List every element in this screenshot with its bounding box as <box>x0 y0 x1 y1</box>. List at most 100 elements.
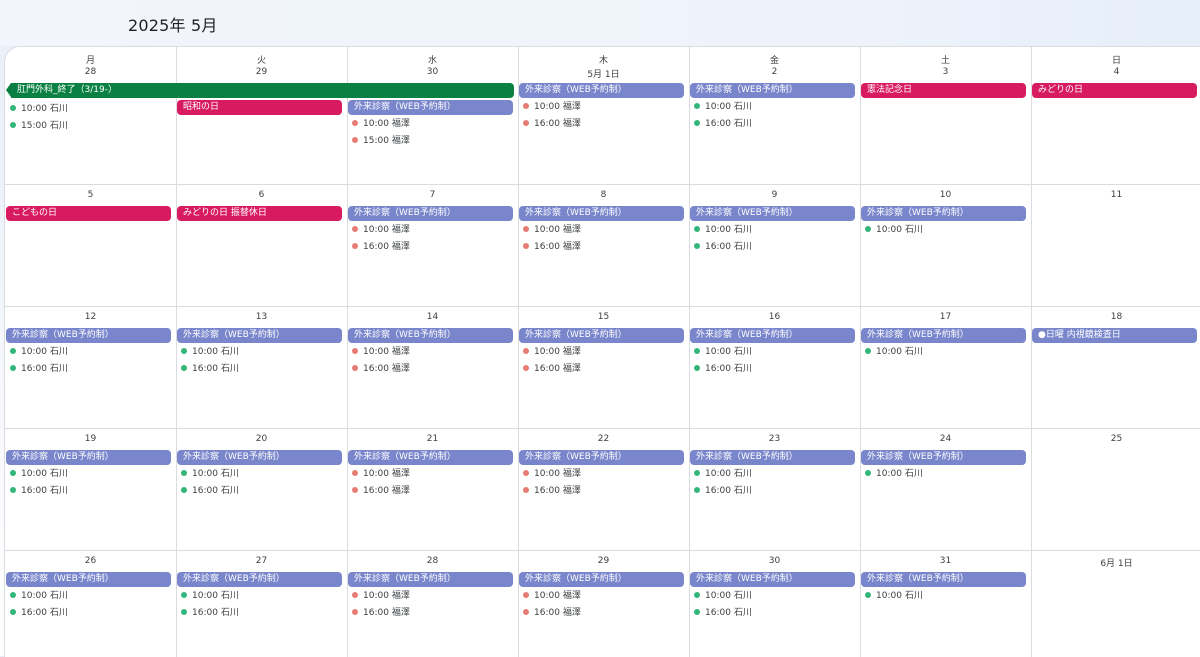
timed-event[interactable]: 10:00 石川 <box>865 590 923 602</box>
timed-event[interactable]: 10:00 石川 <box>694 468 752 480</box>
day-number[interactable]: 5月 1日 <box>518 67 689 80</box>
timed-event[interactable]: 10:00 石川 <box>694 101 752 113</box>
day-number[interactable]: 6 <box>176 190 347 200</box>
day-number[interactable]: 8 <box>518 190 689 200</box>
timed-event[interactable]: 10:00 福澤 <box>523 468 581 480</box>
event-chip[interactable]: 外来診察（WEB予約制） <box>348 100 513 115</box>
event-chip[interactable]: こどもの日 <box>6 206 171 221</box>
event-chip[interactable]: 外来診察（WEB予約制） <box>348 572 513 587</box>
day-number[interactable]: 23 <box>689 434 860 444</box>
event-chip[interactable]: 外来診察（WEB予約制） <box>177 328 342 343</box>
day-number[interactable]: 19 <box>5 434 176 444</box>
event-chip[interactable]: 外来診察（WEB予約制） <box>177 450 342 465</box>
timed-event[interactable]: 16:00 福澤 <box>523 363 581 375</box>
event-chip[interactable]: 外来診察（WEB予約制） <box>519 206 684 221</box>
event-chip[interactable]: 外来診察（WEB予約制） <box>861 450 1026 465</box>
event-chip[interactable]: 外来診察（WEB予約制） <box>690 83 855 98</box>
event-chip[interactable]: みどりの日 <box>1032 83 1197 98</box>
day-number[interactable]: 30 <box>689 556 860 566</box>
day-cell[interactable] <box>5 184 176 306</box>
timed-event[interactable]: 10:00 福澤 <box>523 224 581 236</box>
timed-event[interactable]: 10:00 石川 <box>865 346 923 358</box>
day-number[interactable]: 12 <box>5 312 176 322</box>
timed-event[interactable]: 16:00 福澤 <box>523 485 581 497</box>
timed-event[interactable]: 10:00 石川 <box>181 468 239 480</box>
day-cell[interactable] <box>860 306 1031 428</box>
timed-event[interactable]: 16:00 石川 <box>694 485 752 497</box>
day-number[interactable]: 28 <box>347 556 518 566</box>
day-number[interactable]: 2 <box>689 67 860 77</box>
timed-event[interactable]: 16:00 福澤 <box>523 118 581 130</box>
timed-event[interactable]: 16:00 石川 <box>181 485 239 497</box>
day-cell[interactable] <box>860 550 1031 657</box>
timed-event[interactable]: 16:00 福澤 <box>352 363 410 375</box>
timed-event[interactable]: 10:00 福澤 <box>352 118 410 130</box>
event-chip[interactable]: 外来診察（WEB予約制） <box>348 450 513 465</box>
day-number[interactable]: 31 <box>860 556 1031 566</box>
day-cell[interactable] <box>1031 306 1200 428</box>
timed-event[interactable]: 10:00 石川 <box>10 468 68 480</box>
event-chip[interactable]: 外来診察（WEB予約制） <box>519 83 684 98</box>
timed-event[interactable]: 16:00 福澤 <box>523 241 581 253</box>
day-number[interactable]: 22 <box>518 434 689 444</box>
event-chip[interactable]: 外来診察（WEB予約制） <box>690 328 855 343</box>
event-chip[interactable]: 外来診察（WEB予約制） <box>861 328 1026 343</box>
day-cell[interactable] <box>860 184 1031 306</box>
timed-event[interactable]: 10:00 福澤 <box>352 346 410 358</box>
timed-event[interactable]: 16:00 石川 <box>694 241 752 253</box>
day-number[interactable]: 15 <box>518 312 689 322</box>
timed-event[interactable]: 16:00 福澤 <box>352 241 410 253</box>
timed-event[interactable]: 10:00 福澤 <box>523 101 581 113</box>
event-chip[interactable]: 外来診察（WEB予約制） <box>861 572 1026 587</box>
day-number[interactable]: 24 <box>860 434 1031 444</box>
timed-event[interactable]: 10:00 福澤 <box>352 224 410 236</box>
timed-event[interactable]: 16:00 福澤 <box>352 485 410 497</box>
event-chip[interactable]: 外来診察（WEB予約制） <box>348 206 513 221</box>
day-cell[interactable] <box>347 550 518 657</box>
day-number[interactable]: 29 <box>518 556 689 566</box>
timed-event[interactable]: 10:00 石川 <box>10 346 68 358</box>
timed-event[interactable]: 10:00 石川 <box>181 590 239 602</box>
day-number[interactable]: 17 <box>860 312 1031 322</box>
timed-event[interactable]: 16:00 石川 <box>10 607 68 619</box>
timed-event[interactable]: 10:00 石川 <box>10 590 68 602</box>
day-number[interactable]: 25 <box>1031 434 1200 444</box>
timed-event[interactable]: 10:00 福澤 <box>352 468 410 480</box>
day-number[interactable]: 16 <box>689 312 860 322</box>
day-cell[interactable] <box>1031 428 1200 550</box>
day-number[interactable]: 28 <box>5 67 176 77</box>
timed-event[interactable]: 10:00 福澤 <box>523 590 581 602</box>
event-chip[interactable]: 外来診察（WEB予約制） <box>519 450 684 465</box>
day-number[interactable]: 20 <box>176 434 347 444</box>
timed-event[interactable]: 16:00 石川 <box>10 485 68 497</box>
day-number[interactable]: 26 <box>5 556 176 566</box>
event-chip[interactable]: 外来診察（WEB予約制） <box>861 206 1026 221</box>
timed-event[interactable]: 15:00 石川 <box>10 120 68 132</box>
event-chip[interactable]: 外来診察（WEB予約制） <box>6 328 171 343</box>
day-cell[interactable] <box>176 184 347 306</box>
day-number[interactable]: 21 <box>347 434 518 444</box>
day-number[interactable]: 7 <box>347 190 518 200</box>
day-number[interactable]: 14 <box>347 312 518 322</box>
event-chip[interactable]: ●日曜 内視鏡検査日 <box>1032 328 1197 343</box>
day-number[interactable]: 10 <box>860 190 1031 200</box>
event-chip[interactable]: 昭和の日 <box>177 100 342 115</box>
timed-event[interactable]: 10:00 石川 <box>865 468 923 480</box>
day-cell[interactable] <box>5 550 176 657</box>
day-number[interactable]: 9 <box>689 190 860 200</box>
timed-event[interactable]: 16:00 石川 <box>694 607 752 619</box>
day-number[interactable]: 27 <box>176 556 347 566</box>
day-number[interactable]: 18 <box>1031 312 1200 322</box>
timed-event[interactable]: 10:00 石川 <box>694 346 752 358</box>
event-chip[interactable]: 外来診察（WEB予約制） <box>6 450 171 465</box>
event-chip[interactable]: 外来診察（WEB予約制） <box>690 450 855 465</box>
day-cell[interactable] <box>518 550 689 657</box>
spanning-event-chip[interactable]: 肛門外科_終了（3/19-） <box>11 83 514 98</box>
day-number[interactable]: 4 <box>1031 67 1200 77</box>
day-cell[interactable] <box>860 428 1031 550</box>
timed-event[interactable]: 15:00 福澤 <box>352 135 410 147</box>
timed-event[interactable]: 16:00 石川 <box>181 607 239 619</box>
timed-event[interactable]: 16:00 福澤 <box>352 607 410 619</box>
day-number[interactable]: 13 <box>176 312 347 322</box>
event-chip[interactable]: みどりの日 振替休日 <box>177 206 342 221</box>
